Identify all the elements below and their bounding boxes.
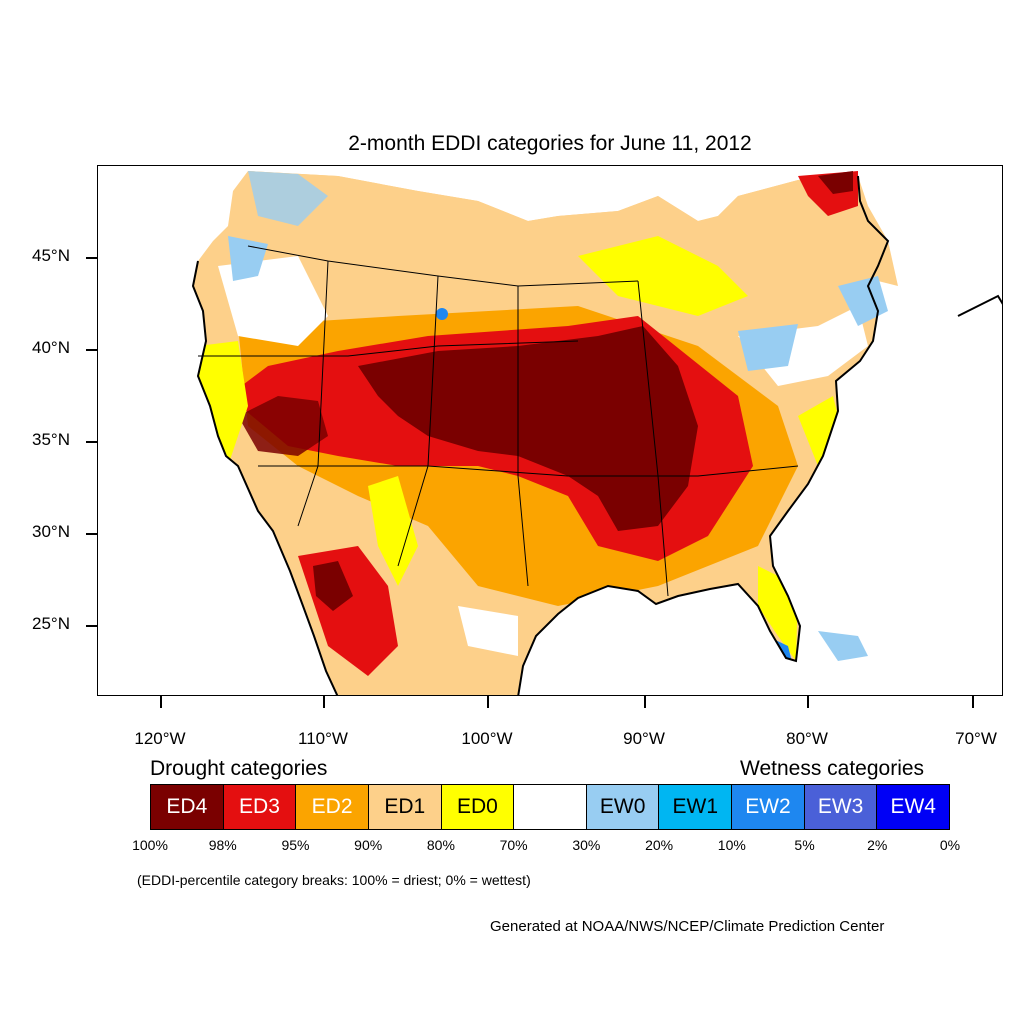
lon-tick-mark	[644, 696, 646, 708]
lon-tick-mark	[487, 696, 489, 708]
lat-tick-45: 45°N	[32, 246, 70, 265]
lon-tick-100w: 100°W	[461, 729, 513, 748]
wetness-heading: Wetness categories	[740, 757, 925, 780]
lat-tick-25: 25°N	[32, 614, 70, 633]
coastline	[191, 175, 890, 695]
lat-tick-mark	[86, 625, 98, 627]
legend-cell-ew4: EW4	[877, 785, 950, 829]
map-area	[97, 165, 1003, 696]
lat-tick-mark	[86, 257, 98, 259]
lat-tick-40: 40°N	[32, 338, 70, 357]
lat-tick-35: 35°N	[32, 430, 70, 449]
lon-tick-mark	[323, 696, 325, 708]
northeast-wet-patch	[838, 276, 888, 326]
lat-tick-mark	[86, 349, 98, 351]
percentile-label: 98%	[208, 837, 237, 853]
percentile-label: 80%	[426, 837, 455, 853]
category-note: (EDDI-percentile category breaks: 100% =…	[137, 872, 531, 888]
percentile-label: 10%	[717, 837, 746, 853]
lon-tick-mark	[972, 696, 974, 708]
lon-tick-110w: 110°W	[298, 729, 348, 748]
percentile-label: 30%	[572, 837, 601, 853]
percentile-label: 20%	[645, 837, 674, 853]
legend-cell-ew1: EW1	[659, 785, 733, 829]
legend-cell-ew0: EW0	[586, 785, 660, 829]
lon-tick-70w: 70°W	[955, 729, 997, 748]
state-boundaries	[198, 245, 799, 597]
percentile-label: 100%	[132, 837, 168, 853]
lon-tick-120w: 120°W	[134, 729, 186, 748]
lat-tick-mark	[86, 533, 98, 535]
legend-cell-ed3: ED3	[223, 785, 297, 829]
percentile-label: 90%	[354, 837, 383, 853]
canada-extreme-patch	[818, 171, 853, 194]
percentile-label: 70%	[499, 837, 528, 853]
legend-cell-ew2: EW2	[732, 785, 805, 829]
map-title: 2-month EDDI categories for June 11, 201…	[348, 132, 752, 155]
lat-tick-mark	[86, 441, 98, 443]
lon-tick-90w: 90°W	[623, 729, 665, 748]
lon-tick-80w: 80°W	[786, 729, 828, 748]
legend-cell-ed2: ED2	[296, 785, 369, 829]
percentile-label: 5%	[794, 837, 815, 853]
credit-line: Generated at NOAA/NWS/NCEP/Climate Predi…	[490, 918, 885, 935]
lon-tick-mark	[807, 696, 809, 708]
category-legend-bar: ED4 ED3 ED2 ED1 ED0 EW0 EW1 EW2 EW3 EW4	[150, 784, 950, 830]
lon-tick-mark	[160, 696, 162, 708]
legend-cell-near-normal	[514, 785, 587, 829]
eddi-map-svg	[98, 166, 1002, 695]
drought-heading: Drought categories	[150, 757, 328, 780]
northwest-wet-patch	[248, 171, 328, 226]
caribbean-wet-patch	[818, 631, 868, 661]
legend-cell-ed0: ED0	[441, 785, 515, 829]
legend-cell-ed1: ED1	[368, 785, 442, 829]
legend-cell-ew3: EW3	[804, 785, 878, 829]
percentile-label: 0%	[939, 837, 961, 853]
percentile-label: 95%	[281, 837, 310, 853]
percentile-label: 2%	[867, 837, 888, 853]
lat-tick-30: 30°N	[32, 522, 70, 541]
coastline-east	[957, 294, 1002, 317]
legend-cell-ed4: ED4	[151, 785, 224, 829]
